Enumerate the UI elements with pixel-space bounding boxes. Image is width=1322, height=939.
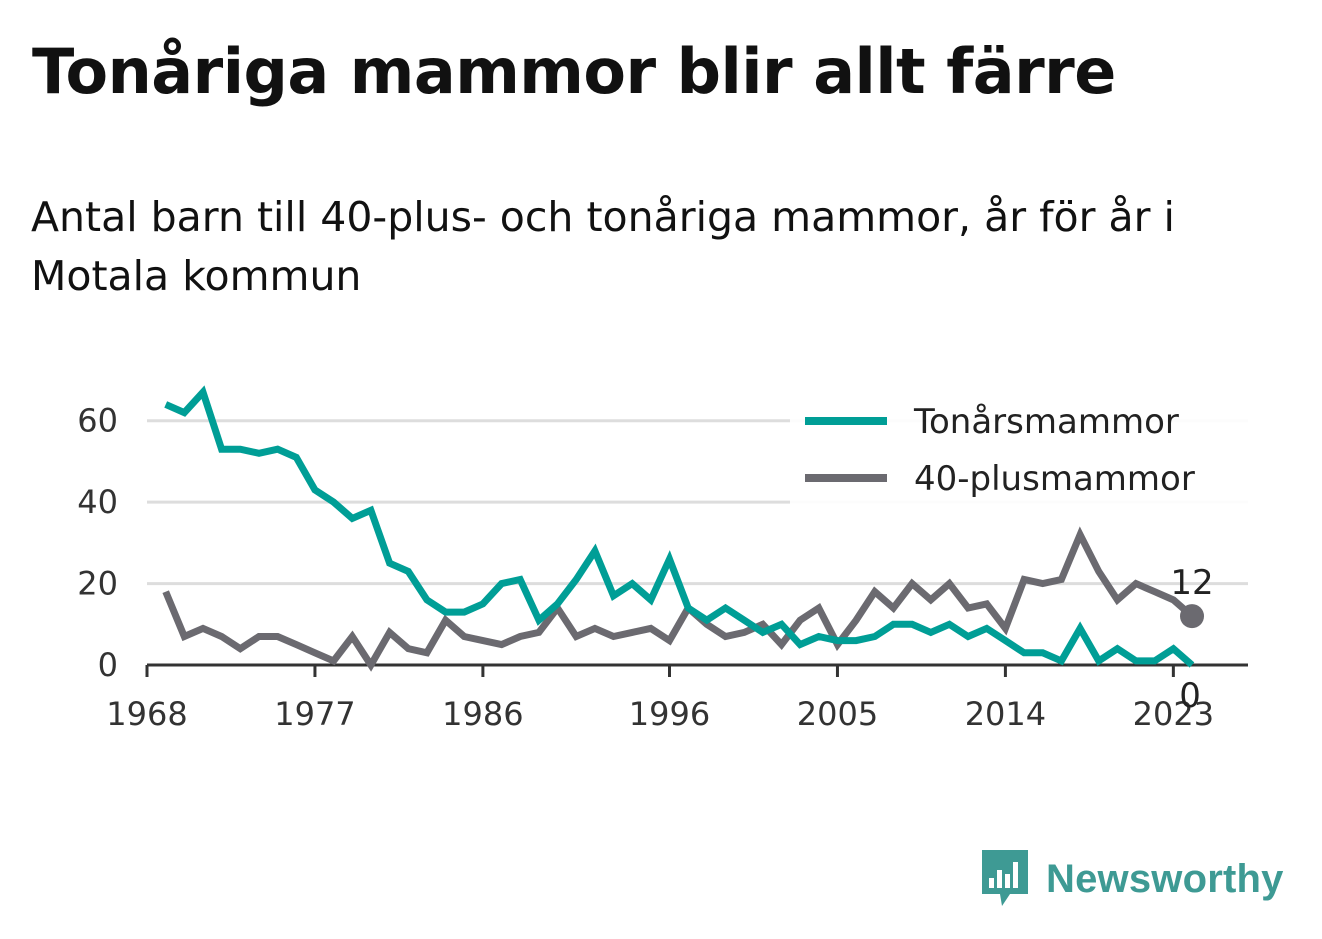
legend-label: Tonårsmammor: [913, 402, 1179, 442]
y-tick-label: 40: [77, 483, 118, 521]
x-tick-label: 1986: [442, 695, 523, 733]
x-axis-ticks: 1968 1977 1986 1996 2005 2014 2023: [106, 665, 1214, 733]
end-value-label: 0: [1179, 676, 1201, 716]
x-tick-label: 1968: [106, 695, 187, 733]
legend: Tonårsmammor 40-plusmammor: [790, 398, 1250, 510]
end-point-marker: [1180, 604, 1205, 629]
series-line-tonårsmammor: [164, 385, 1195, 668]
x-tick-label: 1996: [629, 695, 710, 733]
y-tick-label: 0: [98, 646, 118, 684]
end-labels: 12 0: [1170, 563, 1213, 716]
end-value-label: 12: [1170, 563, 1213, 603]
legend-label: 40-plusmammor: [914, 459, 1195, 499]
x-tick-label: 2023: [1133, 695, 1214, 733]
chart-title: Tonåriga mammor blir allt färre: [32, 35, 1116, 108]
series-lines: [162, 385, 1195, 672]
y-tick-label: 60: [77, 402, 118, 440]
brand-logo: Newsworthy: [980, 848, 1284, 910]
series-line-40-plusmammor: [162, 526, 1195, 672]
brand-name: Newsworthy: [1046, 856, 1284, 901]
y-tick-label: 20: [77, 565, 118, 603]
x-tick-label: 2005: [797, 695, 878, 733]
legend-background: [790, 398, 1250, 510]
x-tick-label: 2014: [965, 695, 1046, 733]
y-axis-ticks: 0 20 40 60: [77, 402, 118, 684]
chart-subtitle: Antal barn till 40-plus- och tonåriga ma…: [31, 193, 1175, 300]
newsworthy-logo-icon: [982, 850, 1028, 906]
x-tick-label: 1977: [274, 695, 355, 733]
line-chart: 0 20 40 60 1968 1977 1986 1996 2005 2014 2023 Ton…: [77, 385, 1250, 733]
